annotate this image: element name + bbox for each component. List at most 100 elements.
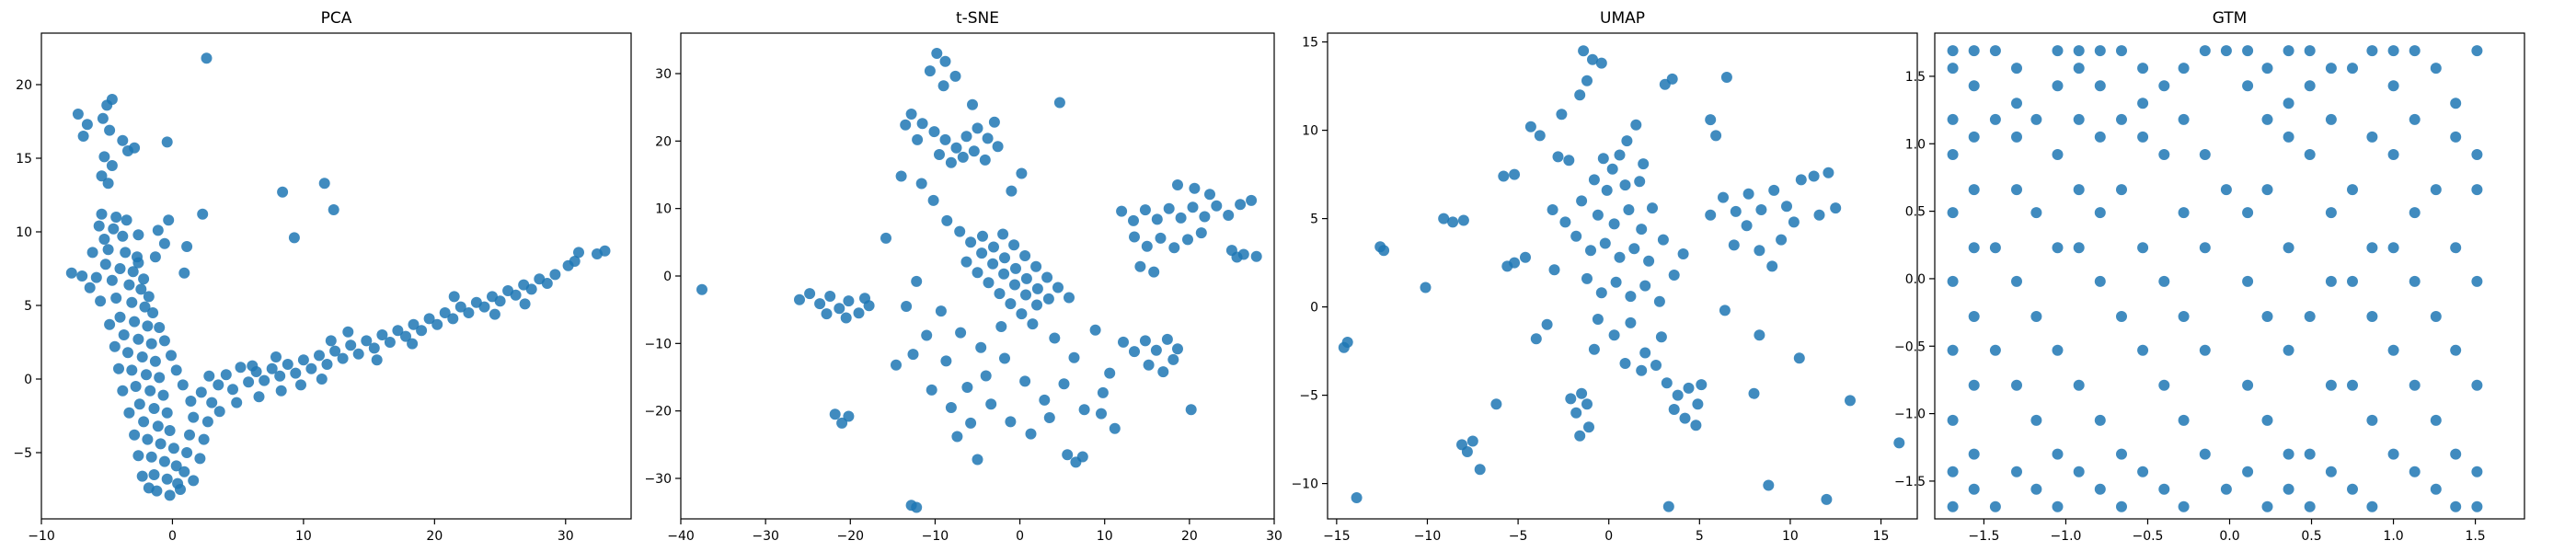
pca-point bbox=[99, 259, 111, 270]
t-sne-point bbox=[905, 109, 917, 120]
t-sne-point bbox=[1155, 232, 1167, 244]
pca-point bbox=[361, 335, 373, 347]
umap-point bbox=[1621, 135, 1633, 147]
t-sne-point bbox=[1223, 210, 1235, 221]
umap-point bbox=[1466, 435, 1478, 447]
t-sne-point bbox=[1019, 250, 1031, 261]
umap-point bbox=[1636, 364, 1648, 376]
t-sne-point bbox=[1031, 282, 1043, 294]
pca-point bbox=[145, 451, 157, 463]
gtm-point bbox=[2094, 207, 2106, 219]
pca-x-tick-label: 10 bbox=[295, 529, 312, 544]
t-sne-x-tick-label: −40 bbox=[667, 529, 695, 544]
t-sne-point bbox=[979, 154, 991, 166]
umap-point bbox=[1438, 213, 1450, 224]
t-sne-point bbox=[916, 118, 928, 130]
t-sne-point bbox=[1049, 332, 1061, 344]
umap-point bbox=[1662, 500, 1674, 512]
t-sne-point bbox=[911, 501, 923, 513]
t-sne-point bbox=[1031, 299, 1042, 311]
gtm-point bbox=[2304, 311, 2316, 322]
umap-point bbox=[1692, 398, 1704, 410]
pca-point bbox=[439, 307, 451, 318]
umap-point bbox=[1606, 163, 1618, 175]
pca-point bbox=[158, 237, 170, 249]
t-sne-point bbox=[1141, 240, 1153, 252]
t-sne-point bbox=[939, 55, 951, 67]
t-sne-point bbox=[992, 141, 1004, 153]
t-sne-point bbox=[911, 275, 923, 287]
gtm-point bbox=[2094, 275, 2106, 287]
pca-point bbox=[114, 311, 126, 323]
gtm-point bbox=[2137, 98, 2149, 109]
gtm-point bbox=[2199, 149, 2211, 160]
pca-point bbox=[126, 296, 138, 308]
gtm-point bbox=[2052, 80, 2064, 92]
t-sne-point bbox=[824, 291, 836, 302]
pca-point bbox=[198, 433, 210, 445]
umap-point bbox=[1823, 167, 1834, 178]
gtm-point bbox=[2011, 131, 2022, 143]
umap-point bbox=[1748, 387, 1760, 399]
pca-point bbox=[81, 119, 93, 131]
t-sne-point bbox=[988, 241, 999, 253]
pca-point bbox=[282, 359, 293, 370]
gtm-point bbox=[2471, 500, 2483, 512]
pca-point bbox=[86, 247, 98, 259]
umap-point bbox=[1719, 305, 1731, 316]
gtm-x-tick-label: −1.0 bbox=[2050, 529, 2081, 544]
gtm-point bbox=[2011, 184, 2022, 196]
umap-point bbox=[1776, 234, 1788, 246]
t-sne-point bbox=[983, 277, 995, 289]
pca-point bbox=[161, 136, 173, 148]
gtm-point bbox=[1947, 275, 1959, 287]
pca-point bbox=[519, 298, 531, 310]
pca-point bbox=[110, 293, 122, 304]
umap-point bbox=[1474, 464, 1486, 476]
umap-point bbox=[1614, 251, 1626, 263]
pca-y-tick-label: 10 bbox=[16, 225, 32, 240]
umap-y-tick-label: 10 bbox=[1302, 124, 1318, 139]
umap-point bbox=[1565, 393, 1577, 405]
t-sne-point bbox=[1246, 194, 1258, 206]
umap-point bbox=[1559, 216, 1571, 228]
gtm-point bbox=[1947, 344, 1959, 356]
umap-point bbox=[1341, 337, 1353, 348]
umap-point bbox=[1592, 209, 1604, 221]
umap-x-tick-label: −5 bbox=[1509, 529, 1528, 544]
pca-point bbox=[109, 340, 121, 352]
umap-point bbox=[1672, 389, 1684, 401]
t-sne-point bbox=[1043, 412, 1055, 423]
gtm-point bbox=[2011, 63, 2022, 75]
gtm-point bbox=[2366, 500, 2378, 512]
pca-point bbox=[352, 348, 364, 360]
gtm-point bbox=[2158, 149, 2170, 160]
pca-point bbox=[148, 469, 160, 480]
t-sne-point bbox=[1172, 343, 1183, 355]
pca-point bbox=[392, 325, 404, 337]
gtm-point bbox=[2387, 448, 2399, 460]
umap-point bbox=[1599, 237, 1611, 249]
pca-point bbox=[142, 320, 154, 332]
t-sne-point bbox=[696, 283, 707, 295]
gtm-points bbox=[1947, 45, 2483, 512]
t-sne-point bbox=[1235, 199, 1247, 211]
gtm-point bbox=[2094, 131, 2106, 143]
pca-point bbox=[166, 350, 177, 362]
gtm-point bbox=[2073, 242, 2085, 254]
pca-point bbox=[270, 351, 282, 362]
gtm-point bbox=[2304, 45, 2316, 57]
gtm-point bbox=[2283, 483, 2294, 495]
gtm-point bbox=[2387, 149, 2399, 160]
umap-point bbox=[1548, 264, 1560, 276]
gtm-point bbox=[2409, 113, 2421, 125]
t-sne-point bbox=[975, 341, 987, 353]
t-sne-point bbox=[951, 431, 963, 443]
gtm-point bbox=[2242, 207, 2254, 219]
t-sne-panel: −40 −30 −20 −10 0 10 20 30 −30 −20 −10 0 10 20 30 t-SNE bbox=[644, 9, 1282, 544]
t-sne-point bbox=[1250, 250, 1262, 262]
gtm-point bbox=[2430, 414, 2442, 426]
t-sne-point bbox=[1128, 214, 1139, 226]
umap-point bbox=[1639, 347, 1651, 359]
